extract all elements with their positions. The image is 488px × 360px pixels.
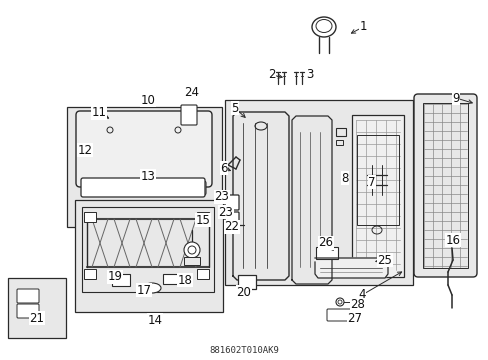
FancyBboxPatch shape bbox=[224, 195, 239, 210]
Text: 4: 4 bbox=[358, 288, 365, 302]
Bar bbox=[315, 247, 337, 259]
Bar bbox=[163, 274, 184, 284]
Text: 24: 24 bbox=[184, 86, 199, 99]
Bar bbox=[238, 275, 256, 289]
Text: 13: 13 bbox=[140, 170, 155, 183]
Ellipse shape bbox=[311, 17, 335, 37]
Bar bbox=[422, 103, 467, 268]
Text: 19: 19 bbox=[107, 270, 122, 284]
Ellipse shape bbox=[142, 283, 161, 293]
Text: 23: 23 bbox=[218, 206, 233, 219]
Text: 25: 25 bbox=[377, 253, 392, 266]
FancyBboxPatch shape bbox=[81, 178, 204, 197]
Text: 1: 1 bbox=[359, 21, 366, 33]
Ellipse shape bbox=[227, 222, 236, 228]
Text: 16: 16 bbox=[445, 234, 460, 247]
Bar bbox=[224, 100, 412, 285]
Text: 22: 22 bbox=[224, 220, 239, 234]
Text: 20: 20 bbox=[236, 285, 251, 298]
FancyBboxPatch shape bbox=[181, 105, 197, 125]
Bar bbox=[67, 107, 222, 227]
Bar bbox=[82, 207, 214, 292]
FancyBboxPatch shape bbox=[413, 94, 476, 277]
Bar bbox=[197, 269, 208, 279]
Bar bbox=[183, 257, 200, 265]
Text: 15: 15 bbox=[195, 213, 210, 226]
Bar bbox=[84, 212, 96, 222]
Text: 6: 6 bbox=[220, 162, 227, 175]
Text: 14: 14 bbox=[147, 314, 162, 327]
FancyBboxPatch shape bbox=[17, 304, 39, 318]
Bar bbox=[197, 212, 208, 222]
Text: 7: 7 bbox=[367, 175, 375, 189]
Text: 881602T010AK9: 881602T010AK9 bbox=[209, 346, 278, 355]
Polygon shape bbox=[314, 258, 387, 278]
FancyBboxPatch shape bbox=[17, 289, 39, 303]
Text: 28: 28 bbox=[350, 298, 365, 311]
FancyBboxPatch shape bbox=[76, 111, 212, 187]
Bar bbox=[351, 115, 403, 277]
FancyBboxPatch shape bbox=[326, 309, 350, 321]
Text: 23: 23 bbox=[214, 190, 229, 203]
Text: 11: 11 bbox=[91, 107, 106, 120]
Text: 26: 26 bbox=[318, 237, 333, 249]
Bar bbox=[335, 140, 342, 145]
Bar bbox=[8, 278, 66, 338]
Bar bbox=[112, 274, 130, 286]
Text: 3: 3 bbox=[305, 68, 313, 81]
Text: 21: 21 bbox=[29, 311, 44, 324]
Text: 17: 17 bbox=[136, 284, 151, 297]
Text: 18: 18 bbox=[177, 274, 192, 287]
Circle shape bbox=[183, 242, 200, 258]
Bar bbox=[84, 269, 96, 279]
Bar bbox=[356, 135, 398, 225]
Circle shape bbox=[335, 298, 343, 306]
Text: 12: 12 bbox=[77, 144, 92, 157]
Bar bbox=[75, 200, 223, 312]
Text: 10: 10 bbox=[140, 94, 155, 107]
Bar bbox=[335, 128, 346, 136]
FancyBboxPatch shape bbox=[82, 181, 205, 195]
Text: 5: 5 bbox=[231, 102, 238, 114]
Text: 8: 8 bbox=[341, 171, 348, 184]
Text: 2: 2 bbox=[268, 68, 275, 81]
Text: 27: 27 bbox=[347, 311, 362, 324]
FancyBboxPatch shape bbox=[224, 212, 239, 227]
Text: 9: 9 bbox=[451, 91, 459, 104]
